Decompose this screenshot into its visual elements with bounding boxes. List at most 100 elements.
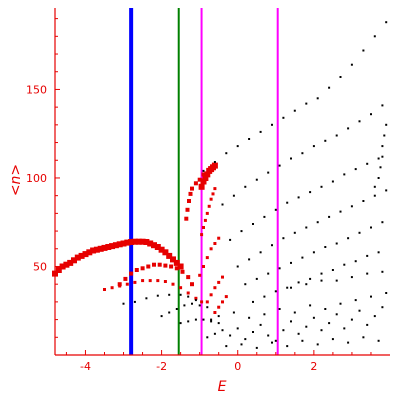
series-4-point: [343, 327, 346, 330]
series-4-point: [263, 215, 266, 218]
series-4-point: [244, 338, 247, 341]
series-1-point: [200, 178, 207, 185]
series-4-point: [248, 138, 251, 140]
series-4-point: [339, 210, 342, 213]
series-4-point: [293, 231, 296, 234]
series-1-point: [154, 244, 161, 250]
series-3-point: [194, 296, 198, 300]
series-4-point: [278, 308, 281, 310]
series-1-point: [204, 171, 211, 178]
series-4-point: [156, 294, 159, 297]
series-1-point: [116, 241, 123, 248]
series-4-point: [381, 104, 384, 107]
series-4-point: [206, 306, 209, 309]
series-1-point: [105, 244, 112, 250]
series-3-point: [118, 284, 122, 288]
series-4-point: [366, 162, 369, 165]
series-2-point: [184, 216, 189, 221]
series-3-point: [148, 279, 152, 283]
series-2-point: [174, 266, 179, 271]
series-1-point: [74, 254, 81, 261]
series-4-point: [347, 237, 350, 240]
series-4-point: [187, 320, 190, 323]
series-4-point: [179, 322, 182, 325]
series-4-point: [301, 256, 304, 259]
series-1-point: [112, 242, 119, 249]
series-4-point: [267, 272, 270, 275]
series-4-point: [381, 155, 384, 158]
series-4-point: [358, 120, 361, 123]
series-4-point: [286, 286, 289, 289]
series-2-point: [157, 262, 162, 267]
series-4-point: [343, 263, 346, 266]
series-4-point: [309, 191, 312, 194]
series-4-point: [301, 152, 304, 155]
series-3-point: [179, 286, 183, 290]
series-4-point: [259, 251, 262, 254]
series-4-point: [324, 308, 327, 310]
series-1-point: [71, 257, 77, 264]
series-4-point: [343, 173, 346, 176]
series-4-point: [350, 205, 353, 208]
series-2-point: [123, 276, 128, 281]
series-3-point: [224, 295, 228, 299]
series-4-point: [297, 196, 300, 199]
series-4-point: [331, 338, 334, 341]
series-1-point: [78, 252, 85, 259]
series-3-point: [200, 300, 204, 304]
series-4-point: [225, 345, 228, 348]
series-1-point: [82, 251, 89, 258]
series-4-point: [381, 306, 384, 309]
series-4-point: [381, 221, 384, 224]
series-1-point: [101, 244, 108, 251]
series-4-point: [366, 272, 369, 275]
series-1-point: [143, 239, 150, 245]
series-4-point: [252, 331, 254, 333]
series-4-point: [225, 152, 228, 155]
series-4-point: [282, 329, 285, 332]
series-4-point: [282, 237, 285, 240]
series-3-point: [221, 300, 224, 304]
series-4-point: [309, 277, 312, 280]
series-4-point: [232, 311, 235, 314]
series-3-point: [205, 256, 209, 260]
series-4-point: [255, 277, 258, 280]
series-3-point: [217, 280, 221, 284]
axes: [54, 8, 390, 356]
x-tick-label: 2: [310, 360, 317, 373]
series-4-point: [168, 293, 171, 296]
series-1-point: [139, 238, 146, 245]
series-1-point: [97, 245, 104, 252]
series-2-point: [146, 264, 151, 269]
series-4-point: [259, 130, 262, 133]
series-4-point: [229, 334, 232, 337]
series-1-point: [162, 249, 169, 256]
series-4-point: [377, 157, 380, 160]
series-4-point: [244, 185, 247, 188]
series-1-point: [135, 238, 142, 245]
series-1-point: [131, 238, 138, 245]
series-4-point: [354, 168, 357, 171]
series-2-point: [190, 186, 194, 191]
series-4-point: [248, 258, 251, 261]
series-4-point: [282, 116, 285, 119]
series-4-point: [252, 223, 254, 225]
series-2-point: [180, 269, 185, 274]
series-3-point: [217, 305, 221, 309]
series-1-point: [166, 252, 173, 259]
series-4-point: [383, 134, 386, 137]
series-3-point: [202, 226, 205, 229]
series-3-point: [110, 286, 114, 290]
series-4-point: [358, 231, 361, 234]
series-2-point: [187, 199, 191, 203]
series-4-point: [377, 177, 380, 179]
series-1-point: [90, 247, 97, 254]
series-2-point: [188, 191, 193, 196]
series-3-point: [156, 279, 160, 283]
series-4-point: [271, 244, 273, 247]
series-3-point: [213, 311, 217, 314]
series-4-point: [175, 308, 178, 310]
series-4-point: [297, 281, 300, 284]
series-4-point: [168, 311, 171, 314]
series-3-point: [133, 280, 137, 284]
